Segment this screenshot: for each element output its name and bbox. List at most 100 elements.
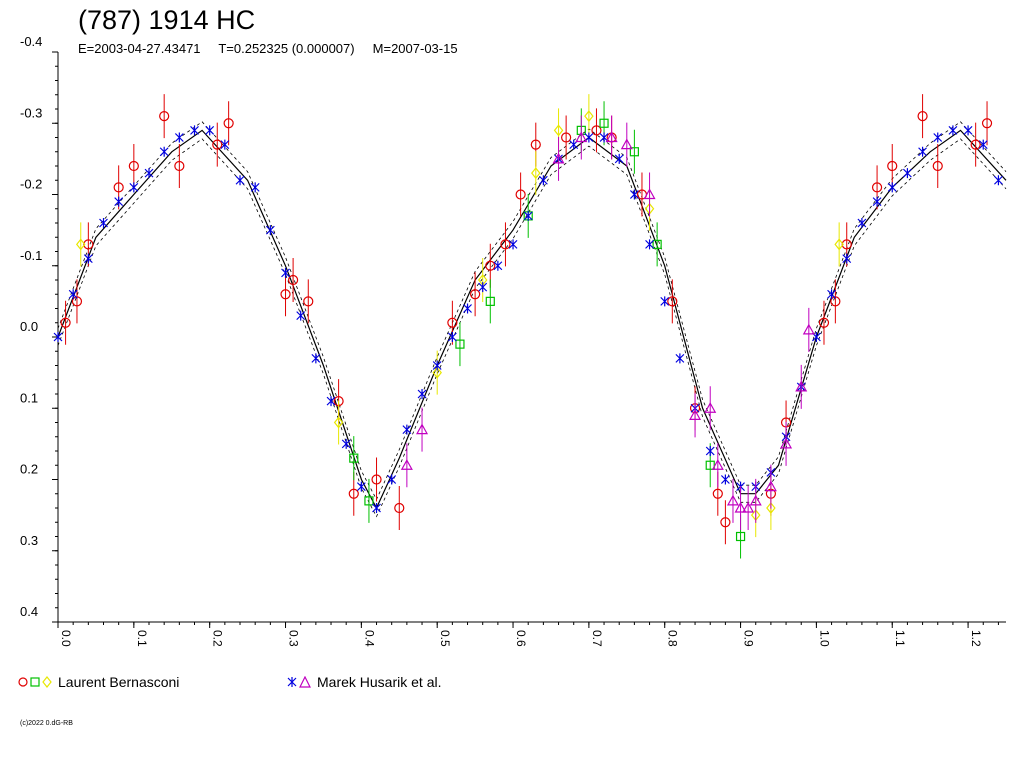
data-point bbox=[159, 111, 170, 122]
data-point bbox=[591, 125, 602, 136]
legend-markers-bernasconi bbox=[18, 676, 52, 688]
data-point bbox=[764, 480, 777, 492]
legend-item-bernasconi: Laurent Bernasconi bbox=[18, 674, 179, 690]
data-point bbox=[734, 501, 747, 513]
y-tick-label: 0.1 bbox=[20, 390, 38, 405]
data-point bbox=[387, 474, 397, 485]
data-point bbox=[250, 182, 260, 193]
data-point bbox=[364, 496, 374, 506]
data-point bbox=[394, 502, 405, 514]
data-point bbox=[830, 296, 841, 307]
data-point bbox=[726, 494, 739, 506]
data-point bbox=[333, 416, 344, 429]
data-point bbox=[932, 160, 943, 172]
data-point bbox=[129, 182, 139, 193]
x-tick-label: 0.0 bbox=[59, 630, 73, 647]
data-point bbox=[288, 274, 299, 286]
y-tick-label: -0.1 bbox=[20, 248, 42, 263]
data-point bbox=[857, 218, 867, 228]
x-tick-label: 1.2 bbox=[969, 630, 983, 647]
y-tick-label: 0.0 bbox=[20, 319, 38, 334]
data-point bbox=[515, 189, 526, 200]
data-point bbox=[660, 296, 670, 307]
data-point bbox=[455, 339, 465, 349]
data-point bbox=[144, 168, 154, 179]
data-point bbox=[629, 189, 639, 200]
x-tick-label: 0.9 bbox=[742, 630, 756, 647]
data-point bbox=[629, 147, 639, 157]
data-point bbox=[871, 182, 883, 193]
data-point bbox=[348, 488, 359, 499]
data-point bbox=[280, 289, 291, 300]
legend-symbols-bernasconi bbox=[18, 676, 52, 688]
data-point bbox=[417, 389, 427, 399]
data-point bbox=[447, 332, 457, 342]
data-point bbox=[478, 282, 488, 293]
data-point bbox=[220, 139, 230, 150]
data-point bbox=[933, 132, 943, 143]
data-point bbox=[303, 296, 314, 307]
data-point bbox=[818, 317, 830, 328]
data-point bbox=[508, 239, 518, 250]
data-point bbox=[68, 289, 78, 300]
data-point bbox=[918, 146, 928, 157]
y-tick-label: 0.2 bbox=[20, 462, 38, 477]
data-point bbox=[689, 409, 702, 420]
data-point bbox=[190, 125, 199, 136]
x-tick-label: 1.0 bbox=[817, 630, 831, 647]
data-point bbox=[735, 531, 746, 542]
y-tick-label: -0.4 bbox=[20, 34, 42, 49]
data-point bbox=[948, 125, 958, 136]
data-point bbox=[372, 503, 381, 513]
data-point bbox=[75, 238, 86, 251]
data-point bbox=[834, 238, 844, 251]
data-point bbox=[887, 160, 898, 172]
data-point bbox=[675, 353, 685, 364]
data-point bbox=[159, 146, 169, 157]
data-point bbox=[766, 502, 776, 514]
data-point bbox=[83, 253, 93, 264]
data-point bbox=[523, 210, 533, 221]
x-tick-label: 0.2 bbox=[211, 630, 225, 647]
data-point bbox=[842, 253, 852, 264]
data-point bbox=[174, 132, 184, 143]
data-point bbox=[599, 118, 609, 128]
fit-curve-lower bbox=[57, 138, 1007, 518]
data-point bbox=[531, 167, 541, 180]
data-point bbox=[749, 494, 762, 506]
data-point bbox=[402, 424, 412, 435]
data-point bbox=[83, 239, 94, 250]
y-tick-label: 0.4 bbox=[20, 604, 38, 619]
data-point bbox=[605, 131, 618, 143]
data-point bbox=[981, 118, 993, 129]
data-point bbox=[113, 182, 124, 193]
data-point bbox=[205, 125, 215, 136]
data-point bbox=[704, 402, 717, 413]
data-point bbox=[493, 260, 503, 271]
data-point bbox=[620, 138, 633, 150]
data-point bbox=[575, 131, 588, 143]
x-tick-label: 0.1 bbox=[135, 630, 149, 647]
data-point bbox=[485, 296, 495, 306]
data-point bbox=[371, 474, 382, 485]
data-point bbox=[614, 153, 624, 164]
data-point bbox=[652, 239, 662, 249]
data-point bbox=[742, 501, 755, 513]
data-point bbox=[485, 260, 496, 271]
data-point bbox=[530, 139, 541, 150]
data-point bbox=[447, 317, 458, 328]
data-point bbox=[114, 196, 124, 207]
data-point bbox=[667, 296, 678, 307]
data-point bbox=[463, 303, 472, 314]
data-point bbox=[538, 175, 548, 186]
data-point bbox=[432, 366, 442, 379]
data-point bbox=[553, 124, 564, 137]
data-point bbox=[432, 360, 442, 371]
data-point bbox=[645, 239, 654, 250]
data-point bbox=[795, 380, 808, 392]
data-point bbox=[400, 459, 413, 470]
data-point bbox=[326, 396, 336, 407]
data-point bbox=[872, 196, 882, 207]
data-point bbox=[212, 139, 223, 150]
